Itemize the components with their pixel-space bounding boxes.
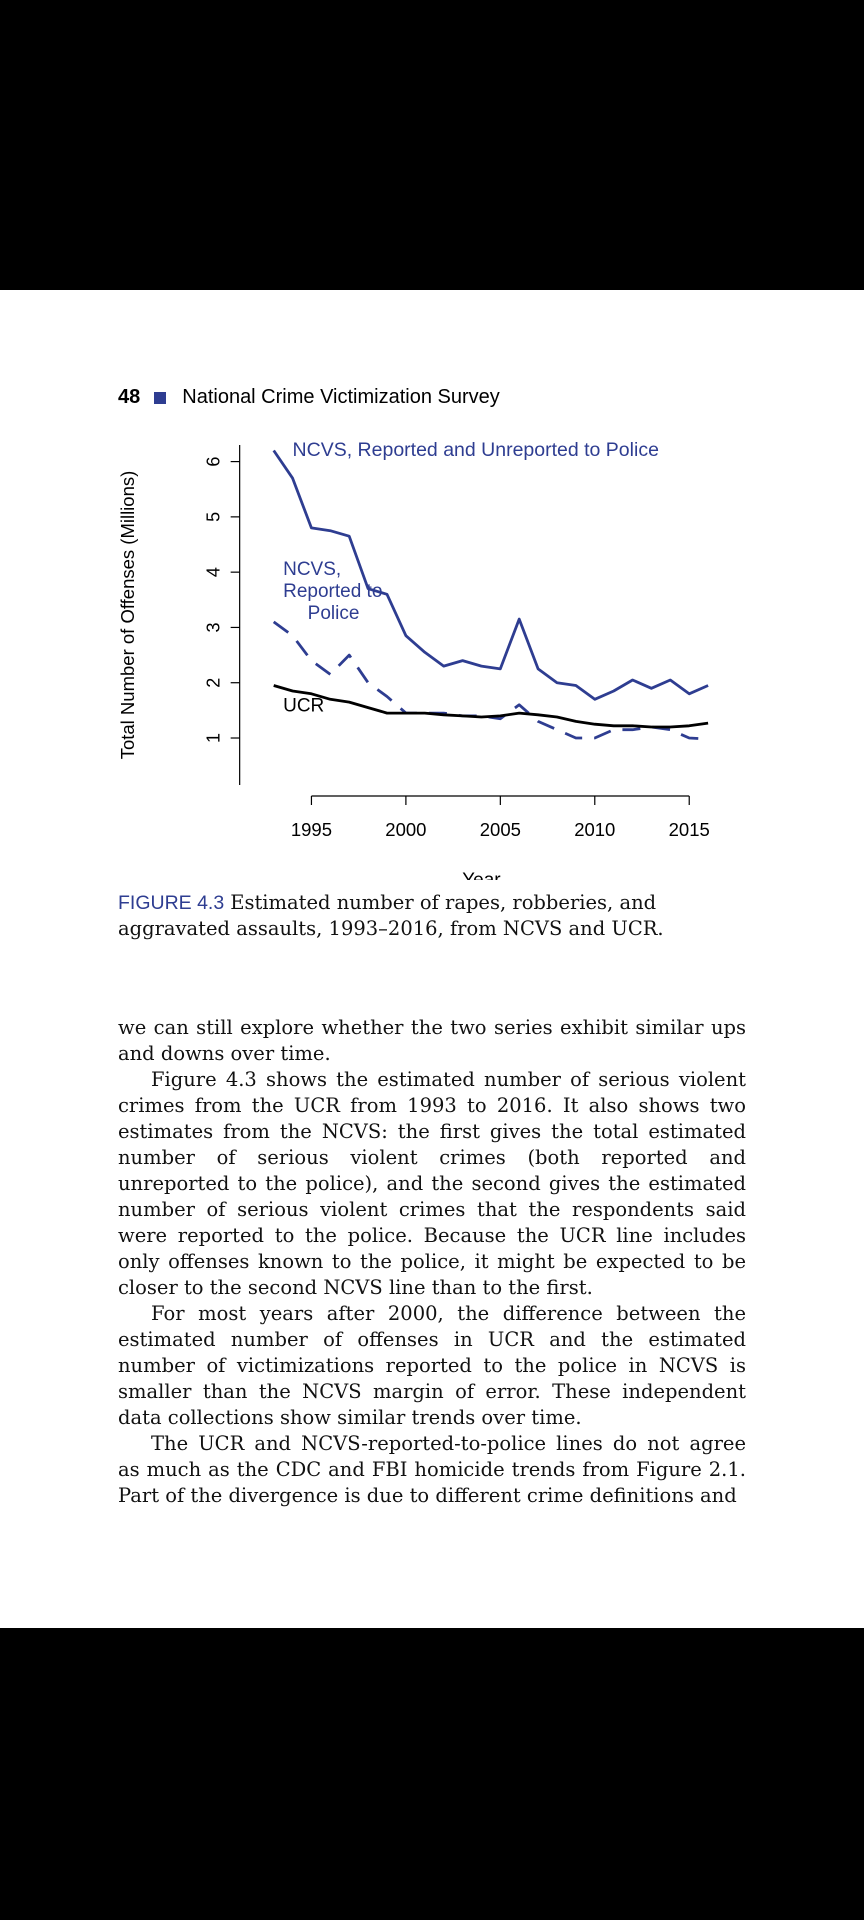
x-tick-label: 2005 <box>480 819 521 840</box>
series-label-total: NCVS, Reported and Unreported to Police <box>293 439 659 461</box>
x-tick-label: 2015 <box>669 819 710 840</box>
chart-axes: 1 2 3 4 5 6 1995 2000 2005 2010 2015 Year Total Numb… <box>117 445 710 880</box>
chart-series-labels: NCVS, Reported and Unreported to Police … <box>283 439 659 716</box>
series-line-2 <box>273 684 709 729</box>
line-chart: 1 2 3 4 5 6 1995 2000 2005 2010 2015 Year Total Numb… <box>117 439 710 880</box>
x-tick-label: 2000 <box>385 819 426 840</box>
x-tick-label: 1995 <box>291 819 332 840</box>
running-header: 48 National Crime Victimization Survey <box>118 386 500 409</box>
y-tick-label: 4 <box>204 567 224 577</box>
body-text: we can still explore whether the two ser… <box>118 1015 746 1509</box>
book-page: 48 National Crime Victimization Survey 1… <box>0 290 864 1628</box>
x-axis-label: Year <box>462 870 501 880</box>
y-axis-label: Total Number of Offenses (Millions) <box>117 471 138 760</box>
paragraph: we can still explore whether the two ser… <box>118 1016 746 1065</box>
figure-caption-text: Estimated number of rapes, robberies, an… <box>118 891 664 940</box>
x-tick-label: 2010 <box>574 819 615 840</box>
series-label-ucr: UCR <box>283 695 324 716</box>
running-title: National Crime Victimization Survey <box>182 386 500 408</box>
figure-caption: FIGURE 4.3 Estimated number of rapes, rob… <box>118 890 746 942</box>
y-tick-label: 2 <box>204 678 224 688</box>
y-tick-label: 5 <box>204 512 224 522</box>
series-line-0 <box>272 449 709 701</box>
paragraph: For most years after 2000, the differenc… <box>118 1302 746 1429</box>
paragraph: The UCR and NCVS-reported-to-police line… <box>118 1432 746 1507</box>
paragraph: Figure 4.3 shows the estimated number of… <box>118 1068 746 1299</box>
page-number: 48 <box>118 386 141 408</box>
series-label-reported: NCVS, Reported to Police <box>283 559 382 624</box>
square-bullet-icon <box>154 391 167 404</box>
y-tick-label: 3 <box>204 622 224 632</box>
figure-label: FIGURE 4.3 <box>118 892 225 914</box>
chart-series <box>272 449 709 741</box>
y-tick-label: 1 <box>204 733 224 743</box>
series-line-1 <box>272 620 709 741</box>
y-tick-label: 6 <box>204 457 224 467</box>
